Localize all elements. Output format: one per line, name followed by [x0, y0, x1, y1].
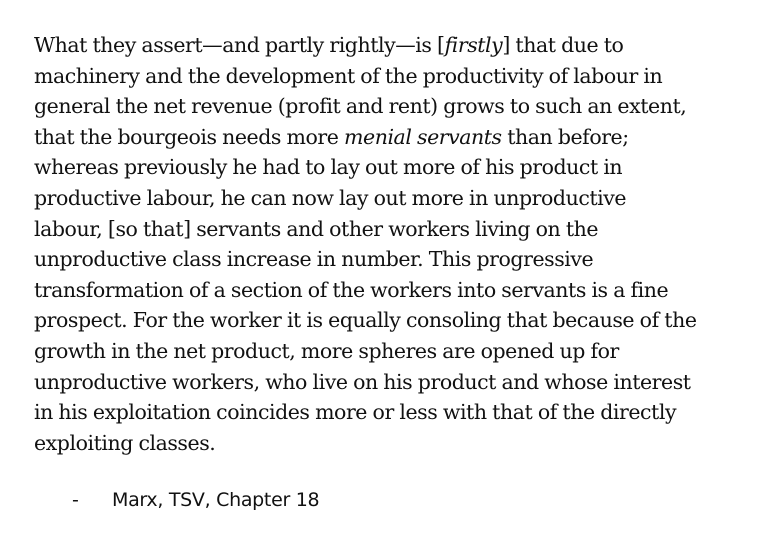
- quote-line-13: in his exploitation coincides more or le…: [34, 400, 677, 425]
- quote-line-6: productive labour, he can now lay out mo…: [34, 185, 627, 210]
- quote-emphasis: menial servants: [344, 124, 502, 149]
- quote-paragraph: What they assert—and partly rightly—is […: [34, 30, 744, 458]
- quote-line-4: that the bourgeois needs more menial ser…: [34, 122, 744, 153]
- quote-line-8: unproductive class increase in number. T…: [34, 247, 594, 272]
- quote-line-11: growth in the net product, more spheres …: [34, 338, 619, 363]
- quote-line-14: exploiting classes.: [34, 430, 216, 455]
- quote-text: that the bourgeois needs more: [34, 124, 345, 149]
- quote-line-10: prospect. For the worker it is equally c…: [34, 308, 697, 333]
- quote-line-3: general the net revenue (profit and rent…: [34, 94, 687, 119]
- quote-text: What they assert—and partly rightly—is [: [34, 33, 445, 57]
- quote-line-7: labour, [so that] servants and other wor…: [34, 216, 599, 241]
- attribution: - Marx, TSV, Chapter 18: [72, 486, 320, 514]
- attribution-source: Marx, TSV, Chapter 18: [112, 489, 320, 511]
- quote-line-1: What they assert—and partly rightly—is […: [34, 30, 744, 61]
- quote-line-12: unproductive workers, who live on his pr…: [34, 369, 691, 394]
- quote-line-5: whereas previously he had to lay out mor…: [34, 155, 623, 180]
- quote-emphasis: firstly: [444, 33, 503, 57]
- attribution-dash: -: [72, 489, 79, 511]
- quote-text: ] that due to: [502, 33, 624, 57]
- quote-line-9: transformation of a section of the worke…: [34, 277, 669, 302]
- quote-line-2: machinery and the development of the pro…: [34, 63, 663, 88]
- quote-text: than before;: [501, 124, 629, 149]
